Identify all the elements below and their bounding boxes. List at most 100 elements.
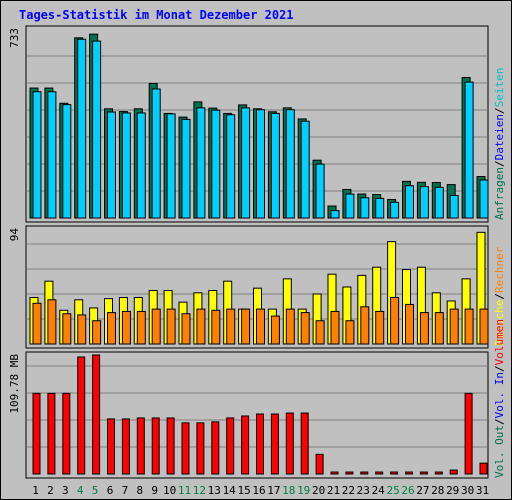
bar-volumen-day-19 (300, 412, 309, 475)
bar-dateien-day-30 (464, 81, 474, 219)
bar-rechner-day-3 (62, 313, 72, 345)
bar-volumen-day-28 (434, 471, 443, 475)
x-tick-label-7: 7 (122, 484, 129, 497)
bar-dateien-day-16 (256, 109, 265, 219)
bar-rechner-day-1 (32, 302, 42, 345)
bar-volumen-day-27 (419, 471, 428, 475)
bar-dateien-day-2 (47, 91, 57, 219)
bar-rechner-day-19 (300, 312, 310, 345)
bar-dateien-day-6 (107, 111, 116, 219)
bar-volumen-day-14 (226, 417, 235, 475)
bar-dateien-day-29 (449, 194, 459, 219)
legend-visits-part-0: Besuche (493, 300, 506, 346)
chart-title: Tages-Statistik im Monat Dezember 2021 (19, 8, 294, 22)
bar-rechner-day-11 (181, 313, 191, 345)
bar-rechner-day-22 (345, 320, 355, 345)
x-tick-label-2: 2 (47, 484, 54, 497)
bar-volumen-day-24 (375, 471, 384, 475)
bar-rechner-day-20 (315, 320, 325, 345)
bar-volumen-day-7 (121, 418, 130, 475)
bar-volumen-day-3 (62, 392, 71, 475)
x-tick-label-12: 12 (193, 484, 206, 497)
bar-rechner-day-2 (47, 299, 57, 345)
bar-rechner-day-26 (405, 303, 414, 345)
legend-requests-part-0: Anfragen (493, 167, 506, 220)
x-tick-label-27: 27 (416, 484, 429, 497)
bar-dateien-day-20 (315, 163, 325, 219)
y-max-label: 733 (8, 28, 21, 48)
bar-volumen-day-5 (92, 354, 101, 475)
x-tick-label-11: 11 (178, 484, 191, 497)
bar-volumen-day-2 (47, 392, 56, 475)
legend-requests-part-2: Dateien (493, 114, 506, 160)
legend-volume-part-4: Volumen (493, 319, 506, 365)
x-tick-label-17: 17 (267, 484, 280, 497)
bar-dateien-day-22 (345, 193, 355, 219)
bar-dateien-day-26 (405, 185, 414, 219)
bar-volumen-day-15 (241, 415, 250, 475)
bar-volumen-day-13 (211, 421, 220, 475)
bar-rechner-day-13 (211, 309, 221, 345)
bar-rechner-day-27 (419, 312, 429, 345)
bar-dateien-day-9 (151, 88, 161, 219)
bar-rechner-day-23 (360, 306, 370, 345)
legend-volume-part-1: / (493, 418, 506, 425)
bar-dateien-day-7 (121, 112, 131, 219)
bar-rechner-day-12 (196, 308, 206, 345)
bar-dateien-day-10 (166, 113, 176, 219)
bar-rechner-day-14 (226, 308, 236, 345)
x-tick-label-18: 18 (282, 484, 295, 497)
bar-volumen-day-4 (77, 356, 86, 475)
bar-dateien-day-15 (241, 107, 251, 219)
bar-volumen-day-20 (315, 453, 324, 475)
legend-requests-part-3: / (493, 107, 506, 114)
x-tick-label-5: 5 (92, 484, 99, 497)
x-tick-label-28: 28 (431, 484, 444, 497)
bar-volumen-day-23 (360, 471, 369, 475)
bar-rechner-day-29 (449, 308, 459, 345)
bar-volumen-day-29 (449, 469, 458, 475)
bar-dateien-day-1 (32, 91, 42, 219)
bar-volumen-day-21 (330, 471, 339, 475)
bar-rechner-day-10 (166, 308, 176, 345)
bar-dateien-day-4 (77, 38, 87, 219)
y-max-label: 94 (8, 228, 21, 242)
x-tick-label-8: 8 (136, 484, 143, 497)
x-tick-label-22: 22 (342, 484, 355, 497)
bar-dateien-day-12 (196, 107, 206, 219)
bar-dateien-day-18 (285, 109, 295, 219)
bar-dateien-day-17 (270, 112, 280, 219)
bar-rechner-day-30 (464, 308, 474, 345)
bar-dateien-day-5 (92, 40, 102, 219)
bar-dateien-day-21 (330, 210, 340, 219)
x-tick-label-15: 15 (237, 484, 250, 497)
x-tick-label-13: 13 (208, 484, 221, 497)
bar-volumen-day-6 (107, 418, 115, 475)
x-tick-label-14: 14 (223, 484, 237, 497)
bar-dateien-day-3 (62, 104, 72, 219)
x-tick-label-4: 4 (77, 484, 84, 497)
x-tick-label-20: 20 (312, 484, 325, 497)
bar-rechner-day-24 (375, 310, 385, 345)
bar-rechner-day-25 (390, 296, 400, 345)
bar-rechner-day-16 (256, 308, 265, 345)
legend-volume: Vol. Out/Vol. In/Volumen (493, 319, 506, 478)
bar-volumen-day-12 (196, 422, 205, 475)
x-tick-label-6: 6 (107, 484, 114, 497)
bar-dateien-day-25 (390, 201, 400, 219)
bar-dateien-day-23 (360, 197, 370, 219)
legend-requests-part-1: / (493, 160, 506, 167)
bar-dateien-day-14 (226, 114, 236, 219)
bar-rechner-day-7 (121, 310, 131, 345)
bar-rechner-day-5 (92, 320, 102, 345)
legend-visits-part-2: Rechner (493, 246, 506, 293)
bar-volumen-day-10 (166, 417, 175, 475)
bar-dateien-day-28 (434, 186, 444, 219)
x-tick-label-25: 25 (386, 484, 399, 497)
bar-volumen-day-8 (136, 417, 145, 475)
x-tick-label-30: 30 (461, 484, 474, 497)
bar-volumen-day-30 (464, 392, 473, 475)
bar-dateien-day-31 (479, 179, 489, 219)
legend-requests: Anfragen/Dateien/Seiten (493, 68, 506, 220)
